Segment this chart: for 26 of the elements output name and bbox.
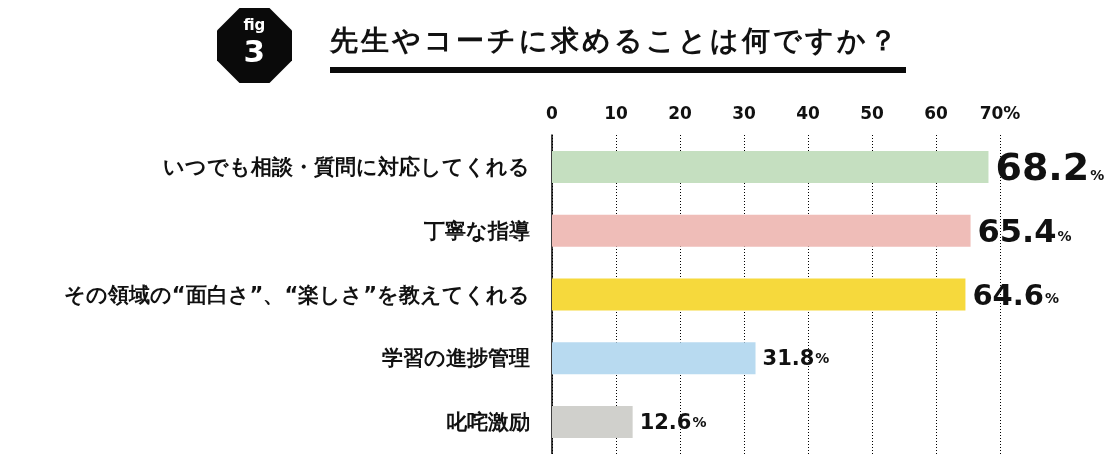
x-tick-label: 0 bbox=[546, 102, 559, 123]
bar bbox=[552, 342, 756, 375]
x-tick-label: 60 bbox=[924, 102, 948, 123]
data-label: 64.6% bbox=[972, 277, 1060, 312]
data-label: 68.2% bbox=[995, 144, 1105, 189]
y-tick-label: 丁寧な指導 bbox=[423, 218, 530, 243]
y-tick-label: 学習の進捗管理 bbox=[382, 346, 530, 371]
bar bbox=[552, 278, 966, 311]
bar bbox=[552, 406, 633, 439]
x-tick-label: 50 bbox=[860, 102, 884, 123]
y-tick-label: 叱咤激励 bbox=[446, 410, 530, 435]
data-label: 31.8% bbox=[762, 346, 830, 371]
bar bbox=[552, 150, 989, 183]
data-label: 12.6% bbox=[639, 410, 707, 435]
y-tick-label: いつでも相談・質問に対応してくれる bbox=[163, 154, 530, 179]
x-tick-label: 40 bbox=[796, 102, 820, 123]
bar bbox=[552, 214, 971, 247]
text: fig bbox=[243, 16, 266, 34]
x-tick-label: 70% bbox=[979, 102, 1021, 123]
x-tick-label: 30 bbox=[732, 102, 756, 123]
text: 3 bbox=[243, 33, 266, 69]
x-tick-label: 20 bbox=[668, 102, 692, 123]
chart-title: 先生やコーチに求めることは何ですか？ bbox=[330, 24, 900, 58]
y-tick-label: その領域の“面白さ”、“楽しさ”を教えてくれる bbox=[63, 282, 530, 307]
data-label: 65.4% bbox=[977, 211, 1072, 250]
x-tick-label: 10 bbox=[604, 102, 628, 123]
